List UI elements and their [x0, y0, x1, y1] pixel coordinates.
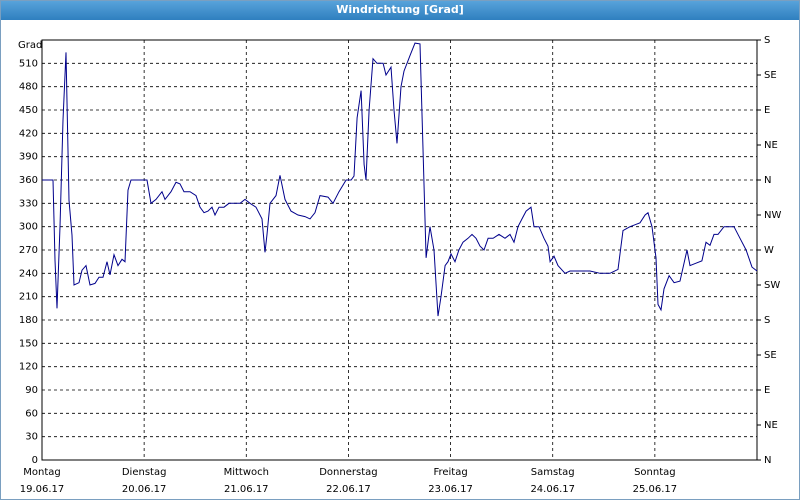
y-tick-label: 360: [19, 175, 38, 186]
y-tick-label: 240: [19, 268, 38, 279]
y-axis-label: Grad: [18, 40, 42, 51]
data-line: [42, 42, 758, 317]
x-tick-date: 22.06.17: [326, 484, 371, 495]
x-tick-label: Montag: [23, 467, 60, 478]
x-tick-label: Samstag: [531, 467, 575, 478]
y2-tick-label: NW: [764, 210, 781, 221]
x-tick-date: 21.06.17: [224, 484, 269, 495]
y2-tick-label: N: [764, 455, 771, 466]
y-tick-label: 90: [25, 385, 38, 396]
y-tick-label: 330: [19, 198, 38, 209]
plot-frame: [41, 39, 758, 461]
y2-tick-label: SE: [764, 350, 777, 361]
x-tick-date: 19.06.17: [20, 484, 65, 495]
x-tick-date: 24.06.17: [530, 484, 575, 495]
chart-title: Windrichtung [Grad]: [336, 3, 464, 16]
y-tick-label: 480: [19, 82, 38, 93]
y-tick-label: 420: [19, 128, 38, 139]
y-tick-label: 390: [19, 152, 38, 163]
y2-tick-label: NE: [764, 420, 778, 431]
y-tick-label: 180: [19, 315, 38, 326]
x-tick-label: Dienstag: [122, 467, 167, 478]
y-tick-label: 150: [19, 338, 38, 349]
y2-tick-label: W: [764, 245, 774, 256]
x-tick-label: Freitag: [433, 467, 467, 478]
x-tick-label: Donnerstag: [319, 467, 377, 478]
y2-tick-label: E: [764, 105, 770, 116]
y2-tick-label: NE: [764, 140, 778, 151]
y-tick-label: 30: [25, 432, 38, 443]
title-bar: [0, 0, 800, 20]
x-tick-date: 20.06.17: [122, 484, 167, 495]
y-tick-label: 450: [19, 105, 38, 116]
x-tick-label: Mittwoch: [224, 467, 269, 478]
y2-tick-label: N: [764, 175, 771, 186]
y-tick-label: 270: [19, 245, 38, 256]
y2-tick-label: S: [764, 35, 770, 46]
y-tick-label: 120: [19, 362, 38, 373]
x-tick-date: 23.06.17: [428, 484, 473, 495]
y-tick-label: 510: [19, 58, 38, 69]
y2-tick-label: E: [764, 385, 770, 396]
y-tick-label: 0: [32, 455, 38, 466]
x-tick-date: 25.06.17: [633, 484, 678, 495]
y2-tick-label: SE: [764, 70, 777, 81]
y-tick-label: 60: [25, 408, 38, 419]
x-tick-label: Sonntag: [634, 467, 676, 478]
y2-tick-label: SW: [764, 280, 780, 291]
y-tick-label: 210: [19, 292, 38, 303]
y2-tick-label: S: [764, 315, 770, 326]
y-tick-label: 300: [19, 222, 38, 233]
